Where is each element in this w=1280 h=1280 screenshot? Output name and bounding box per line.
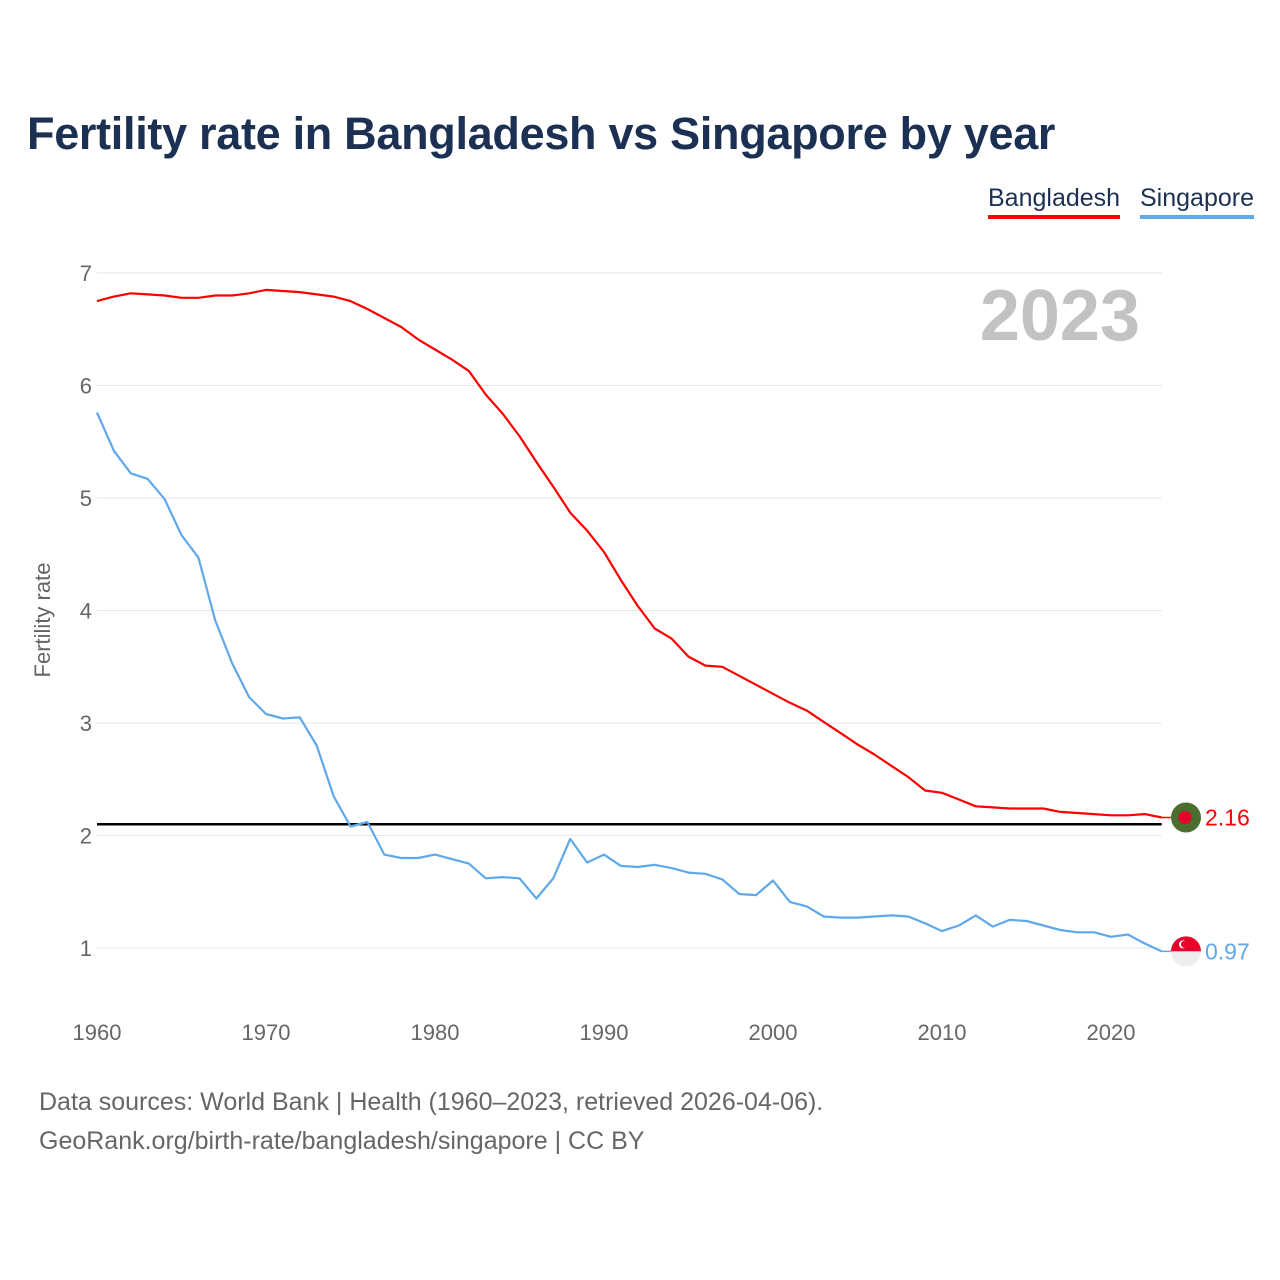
chart-title: Fertility rate in Bangladesh vs Singapor… [27,108,1056,159]
y-axis-label: Fertility rate [30,563,55,678]
x-tick-label: 2000 [749,1020,798,1045]
legend-item-bangladesh[interactable]: Bangladesh [988,184,1121,219]
credit-link[interactable]: GeoRank.org/birth-rate/bangladesh/singap… [39,1127,645,1155]
singapore-flag-white [1171,951,1201,967]
y-tick-label: 7 [80,261,92,286]
end-value-label-singapore: 0.97 [1205,938,1250,964]
y-tick-label: 5 [80,486,92,511]
x-tick-label: 2010 [918,1020,967,1045]
bangladesh-flag-disc [1178,811,1192,824]
data-sources: Data sources: World Bank | Health (1960–… [39,1088,824,1116]
x-tick-label: 1990 [580,1020,629,1045]
x-tick-label: 1960 [73,1020,122,1045]
current-year: 2023 [980,276,1140,356]
x-tick-label: 1970 [242,1020,291,1045]
singapore-flag-moon-cut [1181,940,1188,948]
x-tick-label: 1980 [411,1020,460,1045]
series-line-singapore [95,412,1163,953]
x-tick-label: 2020 [1087,1020,1136,1045]
y-tick-label: 6 [80,374,92,399]
y-tick-label: 4 [80,599,92,624]
series-line-bangladesh [96,288,1162,819]
legend-item-singapore[interactable]: Singapore [1140,184,1254,219]
y-tick-label: 1 [80,936,92,961]
y-tick-label: 3 [80,711,92,736]
y-tick-label: 2 [80,824,92,849]
end-value-label-bangladesh: 2.16 [1205,805,1250,831]
